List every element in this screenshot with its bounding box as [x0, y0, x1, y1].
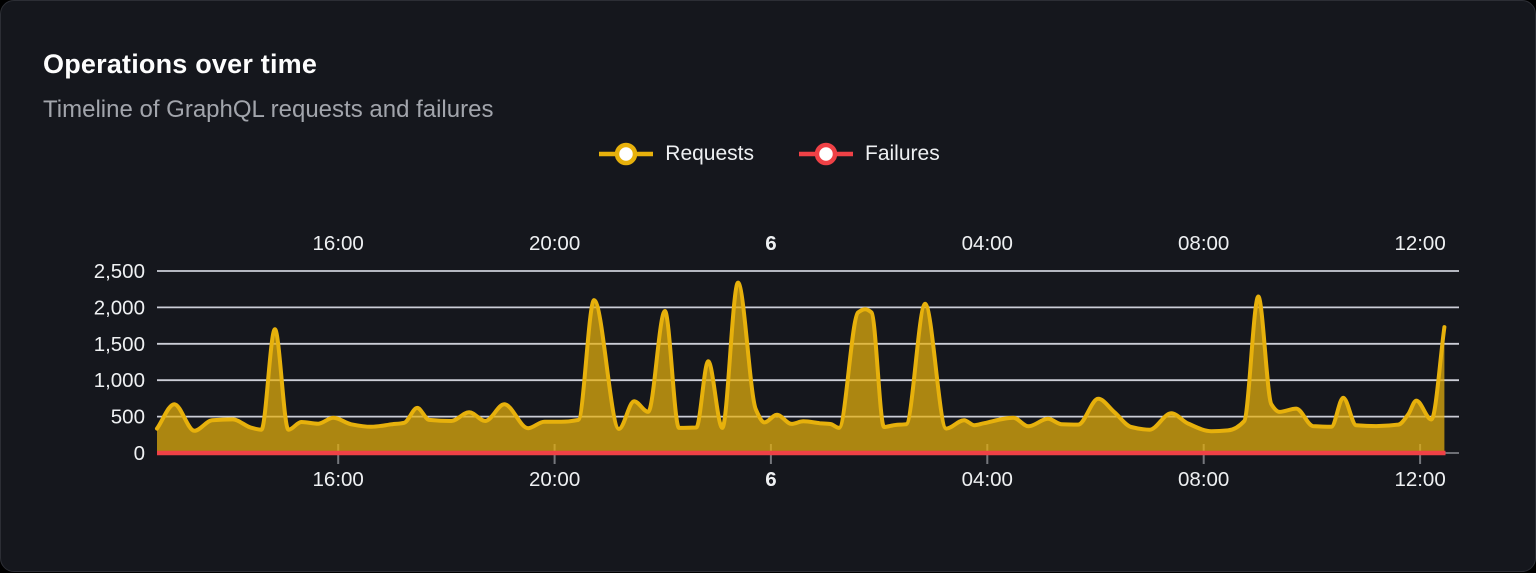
x-axis-bottom-label: 20:00: [529, 468, 580, 491]
x-axis-bottom-label: 6: [765, 468, 776, 491]
panel-subtitle: Timeline of GraphQL requests and failure…: [43, 96, 494, 123]
x-axis-top-label: 16:00: [313, 232, 364, 255]
requests-area: [157, 282, 1445, 453]
x-axis-top-label: 20:00: [529, 232, 580, 255]
requests-series-marker-icon: [599, 142, 654, 166]
x-axis-bottom-label: 08:00: [1178, 468, 1229, 491]
legend-item-failures[interactable]: Failures: [798, 141, 940, 167]
requests-line: [155, 280, 1447, 434]
x-axis-bottom-label: 04:00: [962, 468, 1013, 491]
x-axis-top-label: 6: [765, 232, 776, 255]
legend-label-requests: Requests: [665, 142, 754, 165]
x-axis-bottom-label: 12:00: [1394, 468, 1445, 491]
y-axis-label: 2,000: [94, 296, 145, 319]
failures-series-marker-icon: [799, 142, 853, 166]
legend-item-requests[interactable]: Requests: [598, 141, 754, 167]
x-axis-top-label: 12:00: [1394, 232, 1445, 255]
y-axis-label: 500: [111, 406, 145, 429]
y-axis-label: 0: [134, 442, 145, 465]
y-axis-label: 2,500: [94, 260, 145, 283]
page-title: Operations over time: [43, 49, 318, 79]
y-axis-label: 1,000: [94, 369, 145, 392]
x-axis-bottom-label: 16:00: [313, 468, 364, 491]
legend-label-failures: Failures: [865, 142, 940, 165]
chart-legend: Requests Failures: [1, 139, 1536, 169]
y-axis-label: 1,500: [94, 333, 145, 356]
x-axis-top-label: 04:00: [962, 232, 1013, 255]
x-axis-top-label: 08:00: [1178, 232, 1229, 255]
